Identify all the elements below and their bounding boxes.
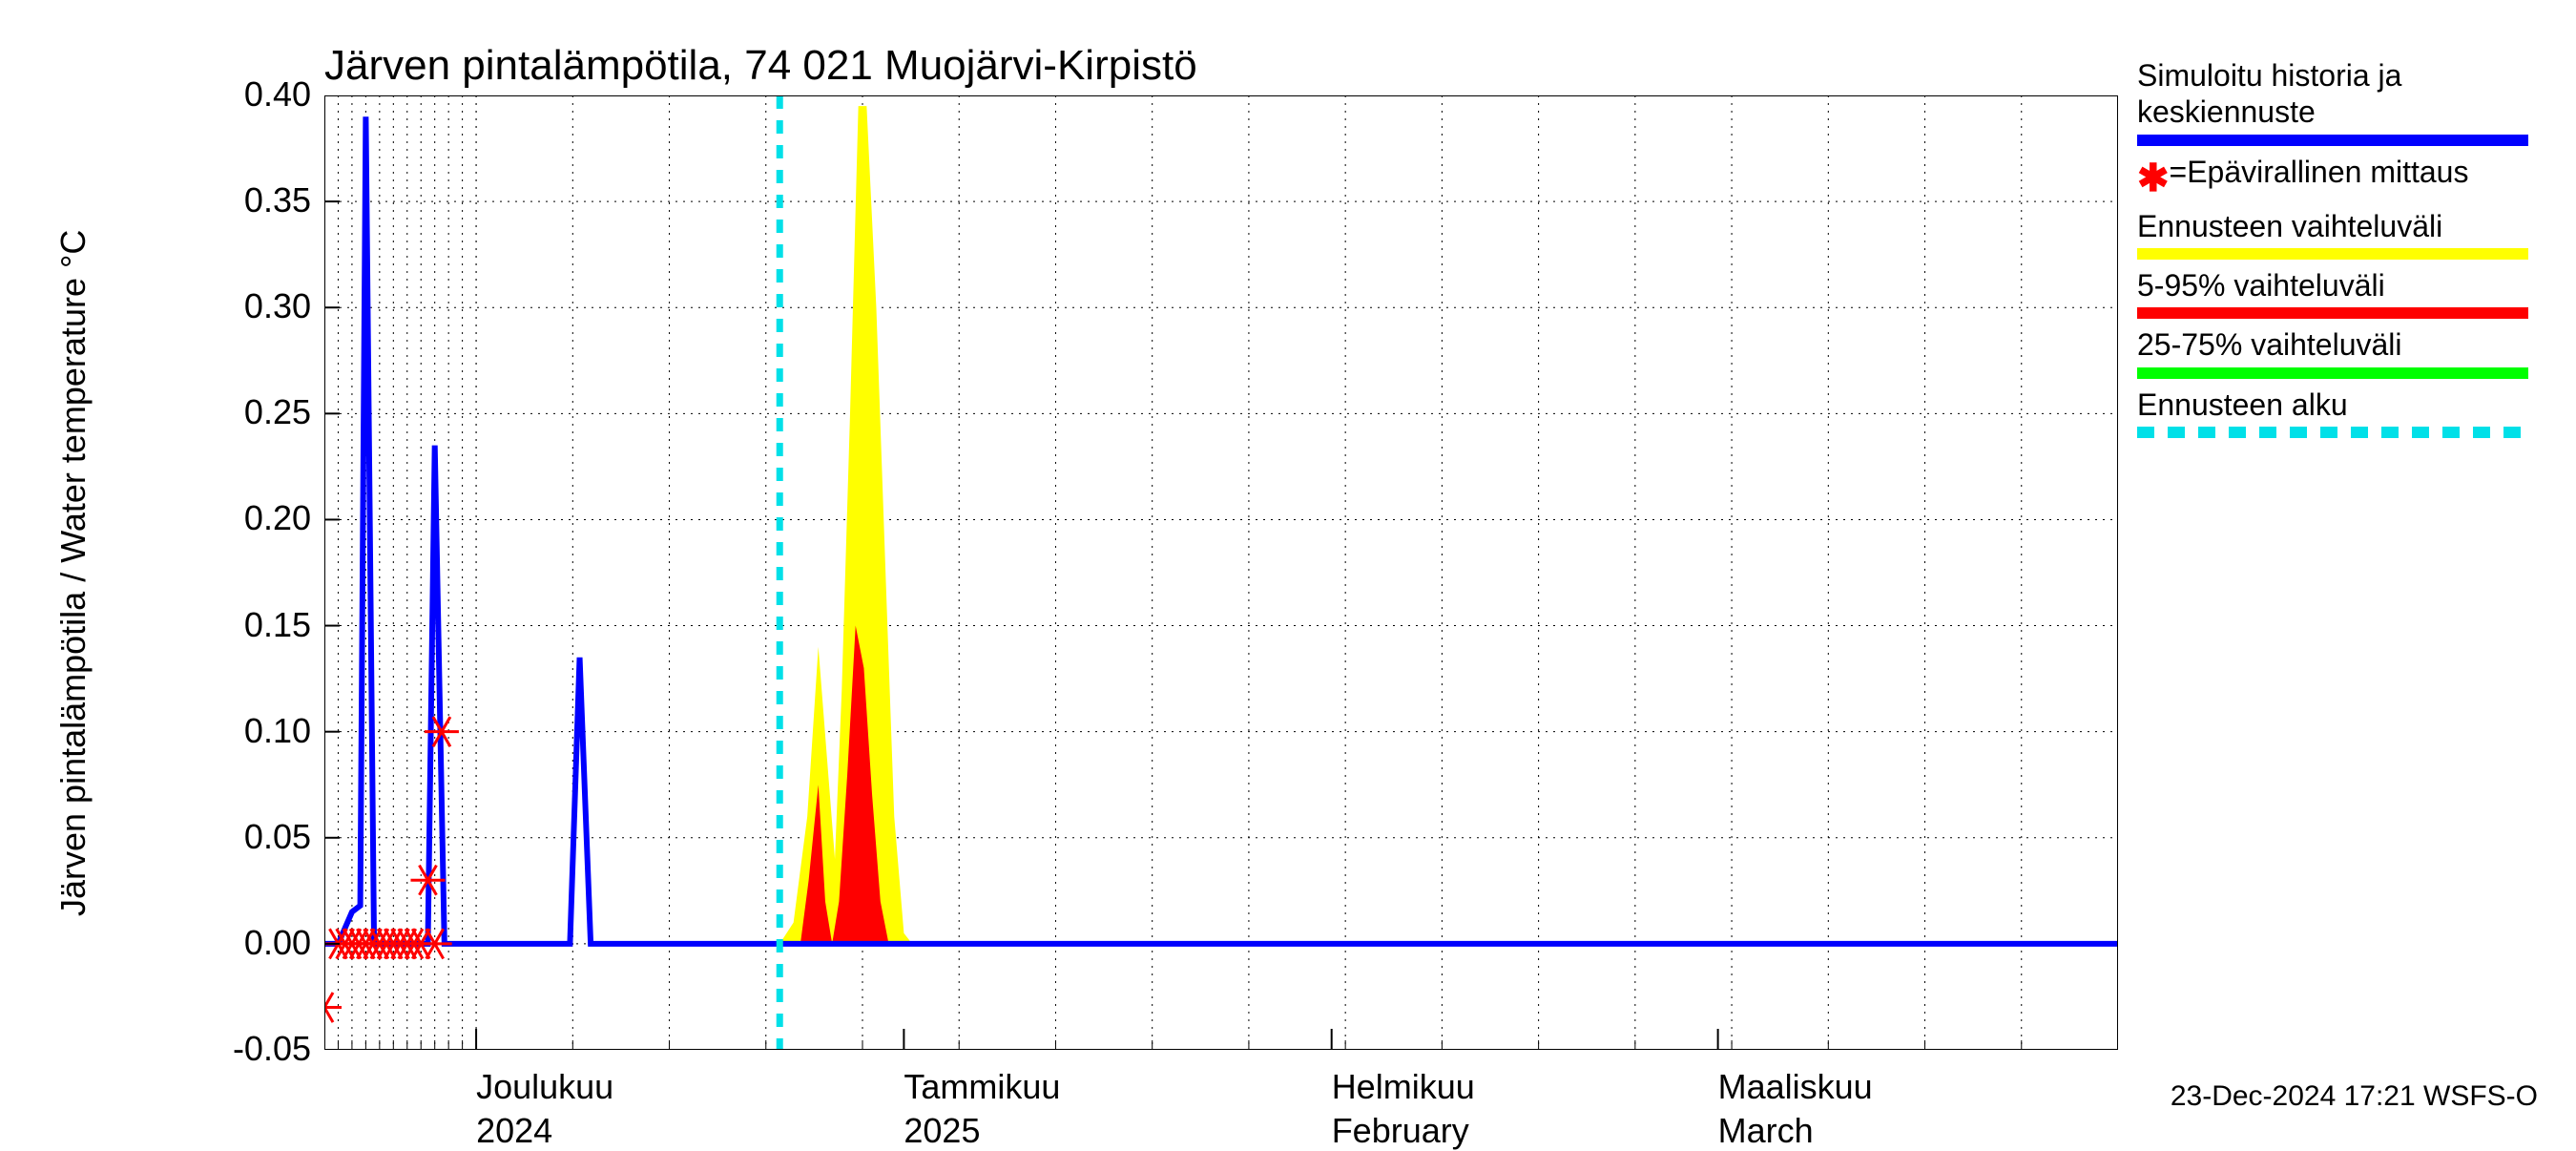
legend-swatch [2137, 135, 2528, 146]
plot-area [324, 95, 2118, 1050]
y-tick-label: 0.25 [206, 392, 311, 432]
chart-container: Järven pintalämpötila / Water temperatur… [0, 0, 2576, 1145]
legend-swatch [2137, 307, 2528, 319]
x-tick-label: Joulukuu [476, 1067, 613, 1107]
legend-label: =Epävirallinen mittaus [2170, 155, 2469, 189]
x-tick-label: Maaliskuu [1718, 1067, 1873, 1107]
y-tick-label: -0.05 [206, 1029, 311, 1069]
legend-swatch [2137, 427, 2528, 438]
legend-item: 5-95% vaihteluväli [2137, 267, 2547, 319]
legend-label: Ennusteen vaihteluväli [2137, 208, 2547, 244]
legend-item: ✱=Epävirallinen mittaus [2137, 154, 2547, 200]
legend-item: Simuloitu historia ja keskiennuste [2137, 57, 2547, 146]
y-axis-label: Järven pintalämpötila / Water temperatur… [53, 229, 93, 915]
legend-label: 5-95% vaihteluväli [2137, 267, 2547, 303]
legend: Simuloitu historia ja keskiennuste ✱=Epäv… [2137, 57, 2547, 446]
y-tick-label: 0.35 [206, 180, 311, 220]
y-tick-label: 0.20 [206, 498, 311, 538]
y-tick-label: 0.10 [206, 711, 311, 751]
legend-label: Simuloitu historia ja keskiennuste [2137, 57, 2547, 131]
legend-item: 25-75% vaihteluväli [2137, 326, 2547, 378]
legend-item: Ennusteen alku [2137, 387, 2547, 438]
x-tick-label: Helmikuu [1332, 1067, 1475, 1107]
y-tick-label: 0.00 [206, 923, 311, 963]
y-tick-label: 0.30 [206, 286, 311, 326]
legend-swatch [2137, 248, 2528, 260]
legend-label: Ennusteen alku [2137, 387, 2547, 423]
legend-item: Ennusteen vaihteluväli [2137, 208, 2547, 260]
timestamp-label: 23-Dec-2024 17:21 WSFS-O [2171, 1080, 2538, 1113]
asterisk-icon: ✱ [2137, 157, 2170, 200]
chart-title: Järven pintalämpötila, 74 021 Muojärvi-K… [324, 42, 1197, 90]
plot-svg [324, 95, 2118, 1050]
y-tick-label: 0.40 [206, 74, 311, 115]
y-tick-label: 0.15 [206, 605, 311, 645]
legend-swatch [2137, 367, 2528, 379]
y-tick-label: 0.05 [206, 817, 311, 857]
legend-label: 25-75% vaihteluväli [2137, 326, 2547, 363]
x-tick-label: Tammikuu [904, 1067, 1060, 1107]
